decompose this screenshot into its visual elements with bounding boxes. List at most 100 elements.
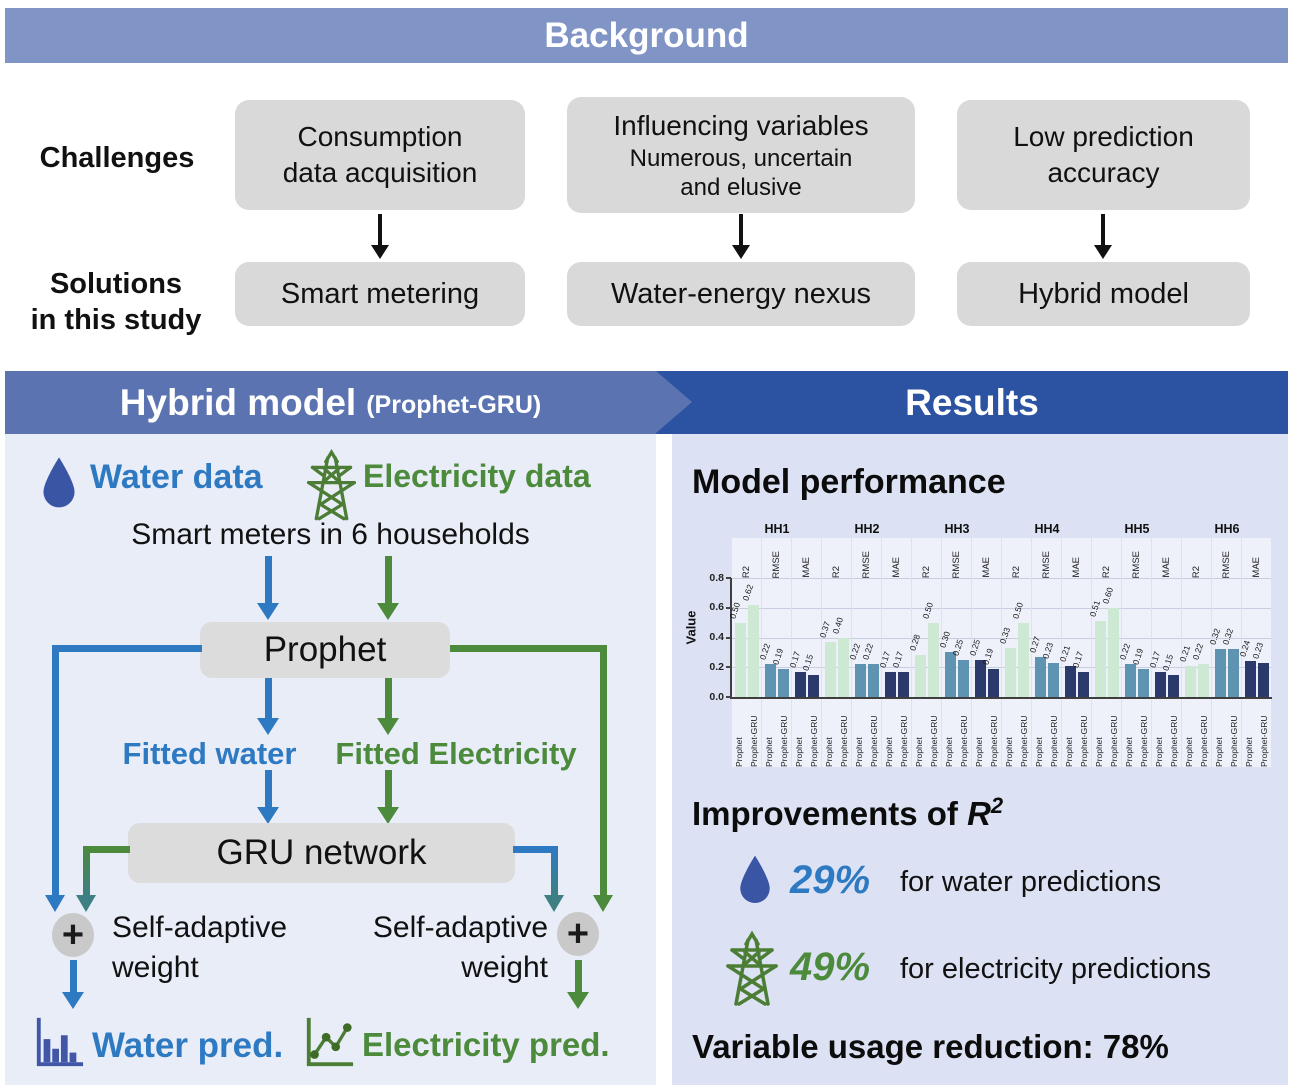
chart-bar	[854, 664, 866, 697]
chart-gridline	[1152, 667, 1181, 669]
chart-bar	[1077, 671, 1089, 697]
chart-group-label: HH6	[1214, 522, 1240, 536]
chart-bar	[867, 664, 879, 697]
chart-gridline	[792, 637, 821, 639]
chart-x-tick-label: Prophet	[944, 737, 954, 767]
water-pred-label: Water pred.	[92, 1026, 284, 1065]
hybrid-model-subtitle: (Prophet-GRU)	[366, 391, 542, 419]
chart-x-tick-label: Prophet	[1034, 737, 1044, 767]
chart-gridline	[1212, 578, 1241, 579]
chart-x-tick-label: Prophet-GRU	[809, 715, 819, 768]
prophet-node: Prophet	[200, 622, 450, 678]
water-improvement-text: for water predictions	[900, 866, 1162, 898]
sum-node-left: +	[52, 913, 94, 957]
chart-gridline	[1152, 607, 1181, 609]
chart-gridline	[912, 667, 941, 669]
chart-metric-label: R2	[921, 565, 932, 578]
chart-bar	[837, 637, 849, 697]
chart-x-tick-label: Prophet-GRU	[929, 715, 939, 768]
background-title: Background	[544, 15, 749, 55]
chart-gridline	[972, 607, 1001, 609]
chart-facet: MAE 0.21 0.17 Prophet Prophet-GRU	[1057, 538, 1091, 767]
power-pylon-icon	[726, 930, 778, 1006]
chart-gridline	[1122, 637, 1151, 639]
chart-facet: R2 0.51 0.60 Prophet Prophet-GRU	[1087, 538, 1121, 767]
chart-gridline	[762, 667, 791, 669]
chart-metric-label: R2	[1191, 565, 1202, 578]
chart-bar	[914, 655, 926, 697]
background-band: Background	[5, 8, 1288, 63]
chart-y-tick-mark	[726, 666, 731, 669]
chart-gridline	[762, 637, 791, 639]
chart-group-label: HH2	[854, 522, 880, 536]
chart-x-tick-label: Prophet	[974, 737, 984, 767]
chart-gridline	[1092, 637, 1121, 639]
chart-bar	[1184, 665, 1196, 697]
chart-bar	[734, 622, 746, 697]
chart-gridline	[1242, 607, 1271, 609]
chart-x-tick-label: Prophet	[914, 737, 924, 767]
chart-gridline	[942, 578, 971, 579]
challenge-box-accuracy: Low prediction accuracy	[957, 100, 1250, 210]
chart-y-tick-mark	[726, 606, 731, 609]
chart-x-tick-label: Prophet	[1184, 737, 1194, 767]
chart-gridline	[1182, 667, 1211, 669]
chart-facet: R2 0.50 0.62 Prophet Prophet-GRU	[727, 538, 761, 768]
chart-gridline	[852, 607, 881, 609]
line-chart-icon	[306, 1017, 354, 1067]
chart-metric-label: MAE	[1161, 557, 1172, 578]
chart-gridline	[1212, 607, 1241, 609]
chart-x-tick-label: Prophet-GRU	[959, 715, 969, 768]
self-adaptive-weight-right: Self-adaptive weight	[372, 911, 548, 984]
chart-y-tick-label: 0.8	[709, 571, 724, 584]
water-droplet-icon	[43, 457, 75, 508]
gru-node: GRU network	[128, 823, 515, 883]
chart-gridline	[912, 578, 941, 579]
chart-group-label: HH4	[1034, 522, 1060, 536]
chart-facet: RMSE 0.22 0.22 Prophet Prophet-GRU	[847, 538, 881, 767]
chart-gridline	[1092, 578, 1121, 579]
electricity-improvement-text: for electricity predictions	[900, 953, 1212, 985]
chart-x-tick-label: Prophet-GRU	[749, 715, 759, 768]
chart-x-tick-label: Prophet-GRU	[1139, 715, 1149, 768]
chart-gridline	[942, 667, 971, 669]
chart-bar	[1047, 662, 1059, 697]
chart-gridline	[1122, 607, 1151, 609]
chart-metric-label: MAE	[1251, 557, 1262, 578]
chart-gridline	[1092, 607, 1121, 609]
chart-x-tick-label: Prophet-GRU	[1199, 715, 1209, 768]
chart-gridline	[882, 607, 911, 609]
chart-gridline	[1002, 578, 1031, 579]
chart-metric-label: R2	[831, 565, 842, 578]
chart-bar	[794, 671, 806, 697]
results-title: Results	[905, 381, 1039, 423]
chart-metric-label: R2	[1011, 565, 1022, 578]
chart-bar	[897, 671, 909, 697]
chart-facet: MAE 0.17 0.15 Prophet Prophet-GRU	[787, 538, 821, 768]
chart-gridline	[1152, 578, 1181, 579]
chart-y-tick-mark	[726, 577, 731, 579]
chart-facet: RMSE 0.22 0.19 Prophet Prophet-GRU	[1117, 538, 1151, 768]
chart-facet: RMSE 0.30 0.25 Prophet Prophet-GRU	[937, 538, 971, 768]
power-pylon-icon	[307, 448, 356, 521]
chart-bar	[1244, 661, 1256, 697]
chart-bar	[1137, 668, 1149, 697]
chart-gridline	[882, 637, 911, 639]
chart-gridline	[1122, 578, 1151, 579]
chart-x-tick-label: Prophet	[1094, 737, 1104, 767]
chart-gridline	[1062, 578, 1091, 579]
chart-x-tick-label: Prophet-GRU	[1259, 715, 1269, 768]
electricity-improvement-pct: 49%	[790, 945, 871, 989]
chart-gridline	[1062, 607, 1091, 609]
chart-bar	[1064, 665, 1076, 697]
chart-bar	[1034, 656, 1046, 697]
chart-bar	[957, 659, 969, 697]
chart-y-tick-mark	[726, 696, 731, 698]
chart-gridline	[1242, 667, 1271, 669]
chart-gridline	[732, 578, 761, 579]
chart-facet: RMSE 0.32 0.32 Prophet Prophet-GRU	[1207, 538, 1241, 767]
chart-gridline	[1062, 667, 1091, 669]
chart-x-tick-label: Prophet	[764, 737, 774, 767]
chart-group-label: HH5	[1124, 522, 1150, 536]
chart-metric-label: RMSE	[951, 550, 962, 578]
